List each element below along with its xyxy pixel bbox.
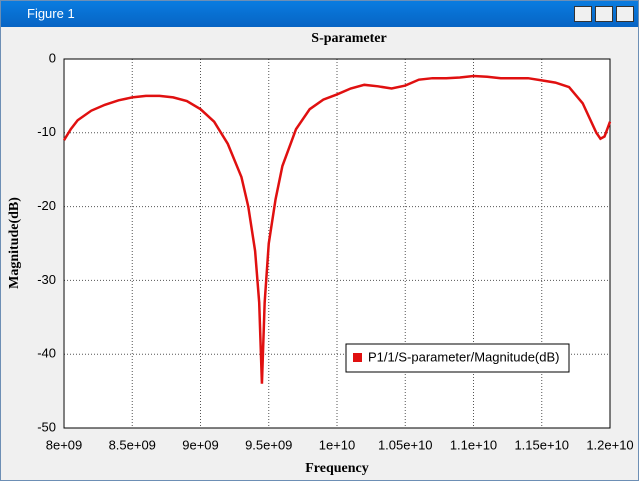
window-title: Figure 1 <box>27 6 75 21</box>
x-tick-label: 1.05e+10 <box>378 437 433 452</box>
y-tick-label: -10 <box>37 124 56 139</box>
plot-border <box>63 58 611 429</box>
title-bar: Figure 1 <box>1 1 638 27</box>
x-axis-label: Frequency <box>305 461 369 476</box>
y-tick-label: 0 <box>49 50 56 65</box>
x-tick-label: 1.2e+10 <box>586 437 633 452</box>
y-tick-label: -30 <box>37 272 56 287</box>
chart-title: S-parameter <box>311 31 386 46</box>
x-tick-label: 9.5e+09 <box>245 437 292 452</box>
legend-label: P1/1/S-parameter/Magnitude(dB) <box>368 349 559 364</box>
maximize-button[interactable] <box>595 6 613 22</box>
x-tick-label: 1e+10 <box>319 437 356 452</box>
x-tick-label: 9e+09 <box>182 437 219 452</box>
y-axis-label: Magnitude(dB) <box>7 197 22 289</box>
data-line <box>62 74 612 384</box>
close-button[interactable] <box>616 6 634 22</box>
legend-swatch <box>353 353 362 362</box>
plot-area <box>63 59 610 428</box>
chart: S-parameter Frequency Magnitude(dB) -50 -… <box>7 31 633 476</box>
x-tick-label: 1.1e+10 <box>450 437 497 452</box>
x-tick-label: 8.5e+09 <box>109 437 156 452</box>
y-tick-label: -50 <box>37 419 56 434</box>
legend-box <box>345 343 570 373</box>
x-tick-label: 1.15e+10 <box>514 437 569 452</box>
y-tick-label: -40 <box>37 346 56 361</box>
x-tick-label: 8e+09 <box>46 437 83 452</box>
minimize-button[interactable] <box>574 6 592 22</box>
y-tick-label: -20 <box>37 198 56 213</box>
